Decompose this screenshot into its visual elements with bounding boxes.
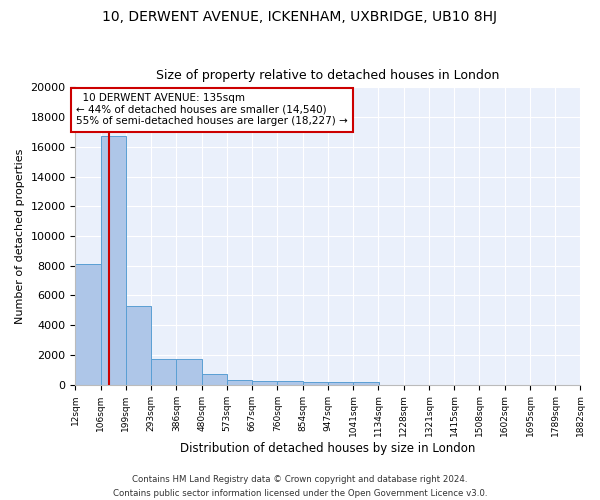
- Text: Contains HM Land Registry data © Crown copyright and database right 2024.
Contai: Contains HM Land Registry data © Crown c…: [113, 476, 487, 498]
- Bar: [176, 358, 202, 384]
- Bar: [277, 381, 303, 384]
- Bar: [101, 136, 126, 384]
- Bar: [328, 382, 353, 384]
- Bar: [353, 382, 379, 384]
- Bar: [126, 306, 151, 384]
- Bar: [76, 264, 101, 384]
- Text: 10 DERWENT AVENUE: 135sqm
← 44% of detached houses are smaller (14,540)
55% of s: 10 DERWENT AVENUE: 135sqm ← 44% of detac…: [76, 94, 347, 126]
- Bar: [227, 380, 253, 384]
- Bar: [303, 382, 328, 384]
- Bar: [253, 381, 278, 384]
- Y-axis label: Number of detached properties: Number of detached properties: [15, 148, 25, 324]
- Text: 10, DERWENT AVENUE, ICKENHAM, UXBRIDGE, UB10 8HJ: 10, DERWENT AVENUE, ICKENHAM, UXBRIDGE, …: [103, 10, 497, 24]
- Title: Size of property relative to detached houses in London: Size of property relative to detached ho…: [156, 69, 500, 82]
- X-axis label: Distribution of detached houses by size in London: Distribution of detached houses by size …: [180, 442, 476, 455]
- Bar: [202, 374, 227, 384]
- Bar: [151, 358, 176, 384]
